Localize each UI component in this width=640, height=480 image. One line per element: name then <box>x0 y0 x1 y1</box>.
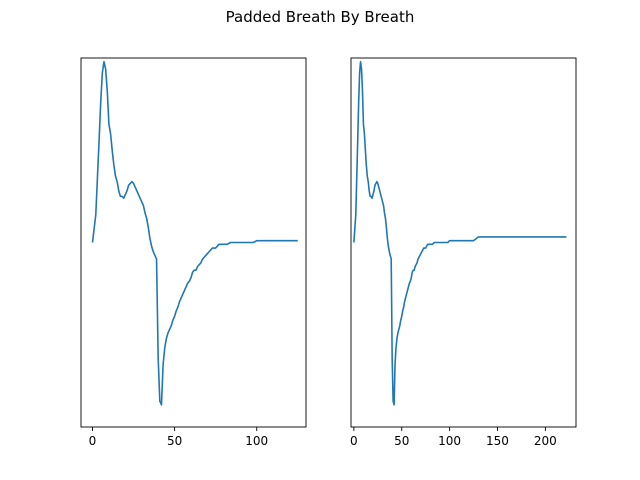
right-series-line-0 <box>353 60 567 406</box>
right-subplot: 0 50 100 150 200 <box>350 57 577 448</box>
right-x-tick-label-200: 200 <box>534 434 557 448</box>
right-x-tick-label-150: 150 <box>486 434 509 448</box>
left-axes-frame <box>80 57 307 428</box>
left-x-tick-label-0: 0 <box>89 434 97 448</box>
figure-title: Padded Breath By Breath <box>226 8 415 26</box>
left-series-line-0 <box>91 60 298 406</box>
left-subplot: 0 50 100 <box>80 57 307 448</box>
right-x-tick-label-50: 50 <box>394 434 409 448</box>
left-x-tick-label-100: 100 <box>245 434 268 448</box>
right-axes-frame <box>350 57 577 428</box>
right-x-tick-label-0: 0 <box>350 434 358 448</box>
right-x-tick-label-100: 100 <box>438 434 461 448</box>
left-x-tick-label-50: 50 <box>167 434 182 448</box>
